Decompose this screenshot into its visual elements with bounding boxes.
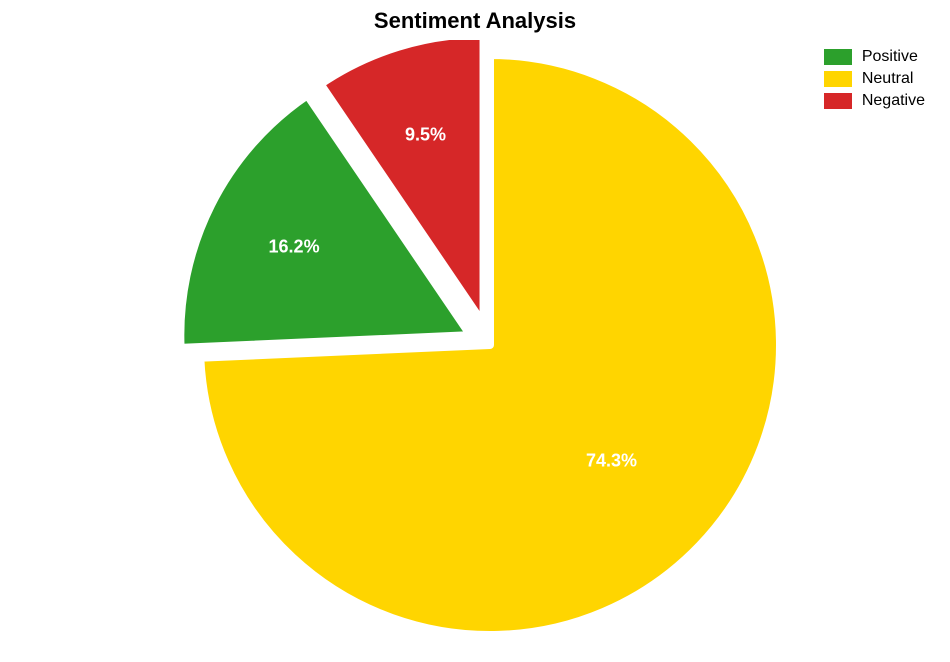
legend-label: Negative bbox=[862, 92, 925, 110]
legend-item-positive: Positive bbox=[824, 48, 925, 66]
legend-item-negative: Negative bbox=[824, 92, 925, 110]
legend-swatch bbox=[824, 93, 852, 109]
slice-label-neutral: 74.3% bbox=[586, 451, 637, 472]
sentiment-pie-chart: Sentiment Analysis Positive Neutral Negati… bbox=[0, 0, 950, 662]
legend-swatch bbox=[824, 71, 852, 87]
pie-svg bbox=[0, 40, 950, 662]
legend-swatch bbox=[824, 49, 852, 65]
legend-label: Positive bbox=[862, 48, 918, 66]
legend-label: Neutral bbox=[862, 70, 914, 88]
slice-label-negative: 9.5% bbox=[405, 125, 446, 146]
legend: Positive Neutral Negative bbox=[824, 48, 925, 114]
chart-title: Sentiment Analysis bbox=[0, 8, 950, 34]
legend-item-neutral: Neutral bbox=[824, 70, 925, 88]
slice-label-positive: 16.2% bbox=[269, 236, 320, 257]
